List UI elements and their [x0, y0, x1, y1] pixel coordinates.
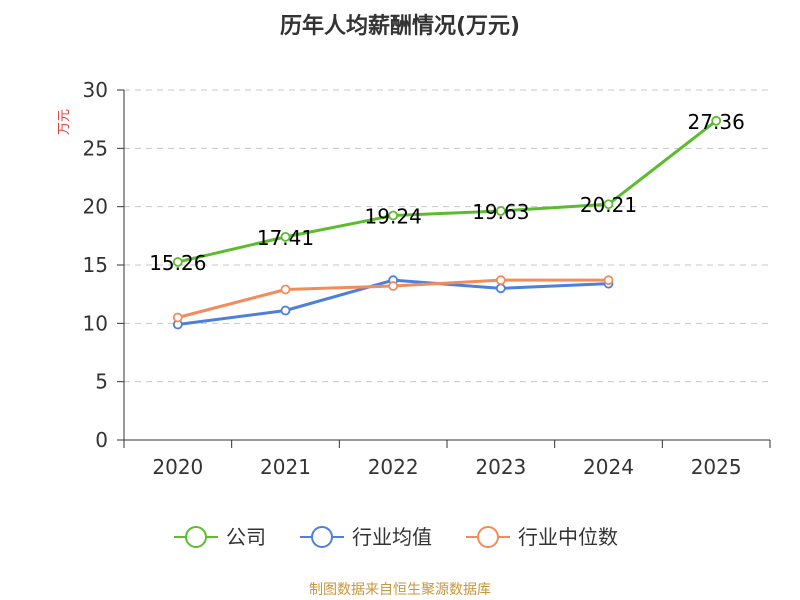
data-point[interactable]	[495, 283, 506, 294]
legend-marker	[477, 526, 499, 548]
x-tick-label: 2021	[260, 455, 311, 479]
data-point[interactable]	[495, 206, 506, 216]
y-tick-label: 15	[83, 253, 108, 277]
data-point[interactable]	[388, 210, 399, 221]
y-tick-label: 0	[95, 428, 108, 452]
legend-label: 行业中位数	[518, 525, 618, 549]
data-point[interactable]	[495, 275, 506, 286]
series-2	[172, 275, 614, 323]
source-note: 制图数据来自恒生聚源数据库	[309, 582, 491, 598]
x-tick-label: 2022	[368, 455, 419, 479]
data-label: 17.41	[257, 226, 314, 250]
series-line	[177, 119, 718, 264]
x-tick-label: 2020	[152, 455, 203, 479]
gridlines	[124, 89, 770, 383]
data-point[interactable]	[172, 312, 183, 323]
data-point[interactable]	[603, 199, 614, 210]
data-point[interactable]	[711, 115, 722, 126]
data-label: 20.21	[580, 193, 637, 217]
legend-marker	[311, 526, 333, 548]
data-label: 15.26	[149, 251, 206, 275]
y-tick-label: 30	[83, 78, 108, 102]
legend-label: 行业均值	[352, 525, 432, 549]
x-tick-label: 2024	[583, 455, 634, 479]
legend-item[interactable]: 公司	[174, 525, 266, 549]
y-axis-label: 万元	[57, 109, 72, 135]
series-layer: 15.26 17.41 19.24 19.63 20.21 27.36	[149, 110, 745, 330]
legend-item[interactable]: 行业中位数	[466, 525, 618, 549]
x-tick-label: 2023	[475, 455, 526, 479]
data-point[interactable]	[280, 284, 291, 295]
data-label: 19.63	[472, 200, 529, 224]
data-point[interactable]	[603, 275, 614, 286]
x-tick-label: 2025	[691, 455, 742, 479]
legend-marker	[185, 526, 207, 548]
data-point[interactable]	[280, 231, 291, 242]
chart-title: 历年人均薪酬情况(万元)	[280, 13, 520, 39]
legend[interactable]: 公司 行业均值 行业中位数	[174, 525, 618, 549]
series-0: 15.26 17.41 19.24 19.63 20.21 27.36	[149, 110, 745, 275]
data-point[interactable]	[388, 281, 399, 291]
data-label: 19.24	[365, 205, 422, 229]
data-point[interactable]	[280, 305, 291, 316]
data-point[interactable]	[172, 257, 183, 267]
y-tick-label: 10	[83, 311, 108, 335]
y-tick-label: 20	[83, 195, 108, 219]
data-label: 27.36	[688, 110, 745, 134]
y-tick-label: 25	[83, 136, 108, 160]
y-tick-label: 5	[95, 370, 108, 394]
legend-label: 公司	[226, 525, 266, 549]
legend-item[interactable]: 行业均值	[300, 525, 432, 549]
